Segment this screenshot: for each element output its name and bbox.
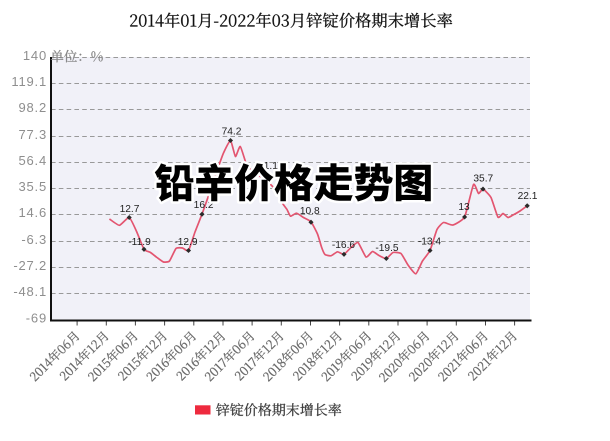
svg-text:-11.9: -11.9 <box>128 237 151 248</box>
svg-text:74.2: 74.2 <box>222 127 242 138</box>
svg-text:56.4: 56.4 <box>18 153 47 168</box>
svg-text:-13.4: -13.4 <box>418 236 442 247</box>
svg-text:-12.9: -12.9 <box>174 237 198 248</box>
svg-text:98.2: 98.2 <box>18 100 47 115</box>
svg-text:-48.1: -48.1 <box>13 284 47 299</box>
svg-text:16.2: 16.2 <box>194 200 214 211</box>
svg-text:35.5: 35.5 <box>18 179 47 194</box>
svg-text:41.1: 41.1 <box>258 161 278 172</box>
svg-text:140: 140 <box>23 48 47 63</box>
svg-text:12.7: 12.7 <box>120 204 140 215</box>
svg-text:22.1: 22.1 <box>518 191 538 202</box>
svg-text:-6.3: -6.3 <box>21 232 47 247</box>
svg-text:14.6: 14.6 <box>18 205 47 220</box>
svg-text:119.1: 119.1 <box>11 74 47 89</box>
svg-text:-27.2: -27.2 <box>13 258 47 273</box>
svg-text:-69: -69 <box>26 311 47 326</box>
svg-text:35.7: 35.7 <box>473 173 493 184</box>
svg-text:10.8: 10.8 <box>300 206 320 217</box>
svg-text:77.3: 77.3 <box>18 127 47 142</box>
svg-text:-19.5: -19.5 <box>375 243 399 254</box>
svg-text:13: 13 <box>458 202 470 213</box>
svg-text:-16.6: -16.6 <box>332 240 356 251</box>
